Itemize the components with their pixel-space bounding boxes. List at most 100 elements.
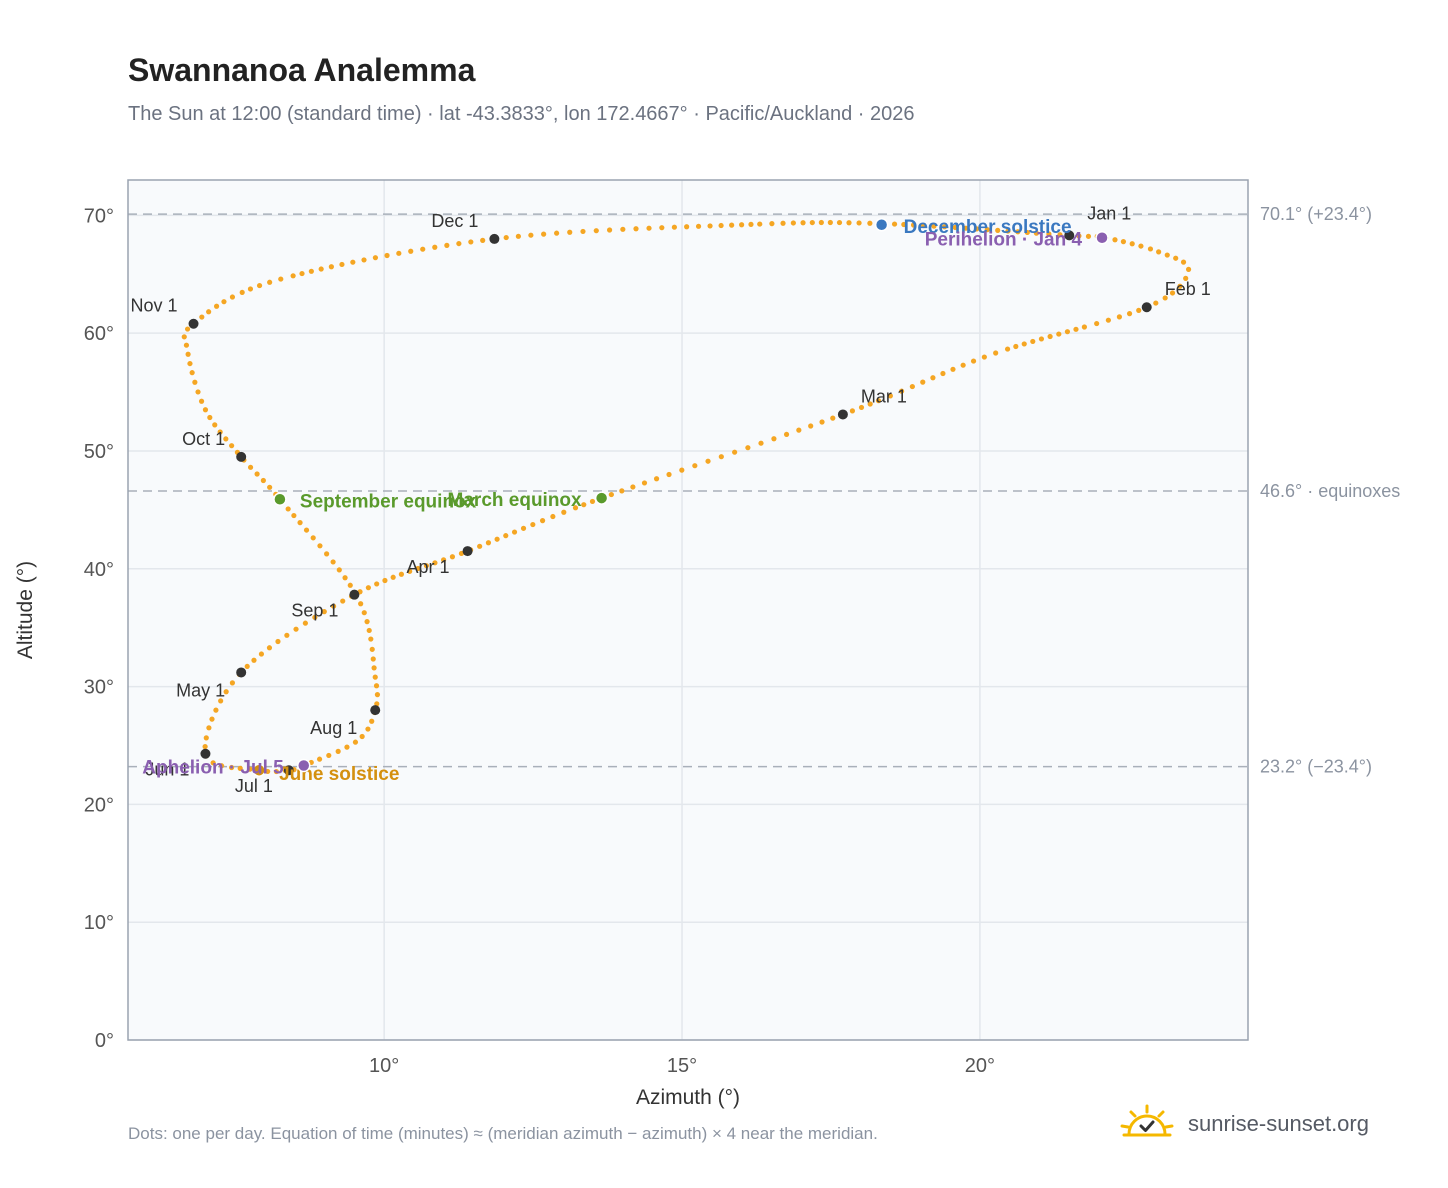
daily-sun-dot — [219, 763, 225, 769]
daily-sun-dot — [520, 525, 527, 531]
x-tick-label: 10° — [369, 1055, 399, 1077]
daily-sun-dot — [444, 242, 450, 248]
daily-sun-dot — [494, 536, 500, 542]
daily-sun-dot — [312, 614, 318, 620]
daily-sun-dot — [910, 222, 917, 228]
daily-sun-dot — [666, 471, 672, 478]
daily-sun-dot — [369, 718, 375, 724]
daily-sun-dot — [372, 255, 379, 261]
y-tick-label: 0° — [95, 1030, 114, 1052]
daily-sun-dot — [328, 264, 334, 270]
daily-sun-dot — [930, 375, 936, 381]
daily-sun-dot — [291, 512, 297, 519]
month-marker — [283, 765, 294, 776]
daily-sun-dot — [800, 220, 806, 226]
daily-sun-dot — [370, 656, 376, 662]
daily-sun-dot — [963, 225, 969, 231]
daily-sun-dot — [335, 748, 341, 754]
daily-sun-dot — [371, 665, 377, 671]
daily-sun-dot — [572, 505, 579, 511]
daily-sun-dot — [1162, 295, 1168, 301]
daily-sun-dot — [1030, 338, 1036, 345]
daily-sun-dot — [940, 370, 946, 377]
brand[interactable]: sunrise-sunset.org — [1120, 1102, 1369, 1146]
daily-sun-dot — [396, 250, 402, 256]
chart-subtitle: The Sun at 12:00 (standard time) · lat -… — [128, 103, 915, 125]
daily-sun-dot — [408, 248, 414, 254]
event-label: December solstice — [904, 217, 1072, 238]
daily-sun-dot — [441, 557, 447, 563]
daily-sun-dot — [321, 609, 327, 615]
daily-sun-dot — [846, 220, 852, 226]
event-label: Perihelion · Jan 4 — [925, 230, 1083, 251]
daily-sun-dot — [213, 303, 220, 309]
daily-sun-dot — [729, 222, 735, 228]
daily-sun-dot — [659, 225, 665, 231]
daily-sun-dot — [1156, 249, 1162, 255]
brand-name: sunrise-sunset.org — [1188, 1111, 1369, 1136]
y-tick-label: 40° — [84, 559, 114, 581]
y-tick-label: 70° — [84, 205, 114, 227]
daily-sun-dot — [372, 674, 378, 680]
daily-sun-dot — [420, 246, 426, 252]
month-marker — [188, 318, 199, 329]
month-marker-label: Oct 1 — [182, 429, 225, 449]
daily-sun-dot — [633, 226, 639, 232]
daily-sun-dot — [818, 219, 824, 226]
y-tick-label: 50° — [84, 441, 114, 463]
daily-sun-dot — [359, 733, 365, 740]
daily-sun-dot — [970, 358, 977, 364]
daily-sun-dot — [1180, 259, 1187, 265]
daily-sun-dot — [1116, 314, 1123, 320]
daily-sun-dot — [192, 379, 198, 385]
month-marker-label: Aug 1 — [310, 718, 357, 738]
daily-sun-dot — [692, 463, 698, 469]
daily-sun-dot — [218, 698, 224, 704]
daily-sun-dot — [361, 610, 367, 616]
daily-sun-dot — [366, 627, 372, 634]
daily-sun-dot — [891, 221, 898, 227]
event-label: June solstice — [279, 764, 399, 785]
month-marker — [349, 589, 360, 600]
daily-sun-dot — [212, 422, 218, 428]
axis-ticks: 0° 10° 20° 30° 40° 50° 60° 70° 10° 15° 20° — [84, 205, 995, 1077]
month-marker-label: Mar 1 — [861, 386, 907, 406]
daily-sun-dot — [984, 227, 990, 233]
daily-sun-dot — [185, 351, 191, 357]
month-marker — [236, 667, 247, 678]
daily-sun-dot — [503, 234, 509, 241]
daily-sun-dot — [511, 529, 518, 535]
daily-sun-dot — [515, 233, 521, 239]
daily-sun-dot — [541, 231, 547, 237]
daily-sun-dot — [251, 657, 257, 663]
month-marker-label: Apr 1 — [407, 557, 450, 577]
daily-sun-dot — [324, 551, 330, 557]
daily-sun-dot — [223, 436, 229, 442]
x-axis-label: Azimuth (°) — [636, 1086, 740, 1109]
daily-sun-dot — [769, 221, 775, 227]
daily-sun-dot — [1005, 228, 1011, 234]
daily-sun-dot — [819, 419, 825, 425]
daily-sun-dot — [303, 527, 310, 533]
daily-sun-dot — [339, 261, 345, 268]
daily-sun-dot — [931, 223, 937, 229]
daily-sun-dot — [921, 222, 927, 229]
daily-sun-dot — [342, 575, 348, 581]
daily-sun-dot — [830, 415, 836, 421]
daily-sun-dot — [608, 491, 614, 498]
daily-sun-dot — [503, 533, 509, 539]
daily-sun-dot — [771, 436, 777, 442]
daily-sun-dot — [202, 744, 208, 750]
plot-area — [128, 180, 1248, 1040]
daily-sun-dot — [239, 289, 245, 296]
daily-sun-dot — [1147, 246, 1154, 252]
y-tick-label: 10° — [84, 912, 114, 934]
daily-sun-dot — [260, 477, 266, 484]
daily-sun-dot — [210, 760, 216, 766]
daily-sun-dot — [187, 360, 193, 367]
daily-sun-dot — [364, 619, 370, 625]
daily-sun-dot — [684, 224, 690, 230]
month-marker-label: Feb 1 — [1165, 279, 1211, 299]
y-tick-label: 30° — [84, 677, 114, 699]
